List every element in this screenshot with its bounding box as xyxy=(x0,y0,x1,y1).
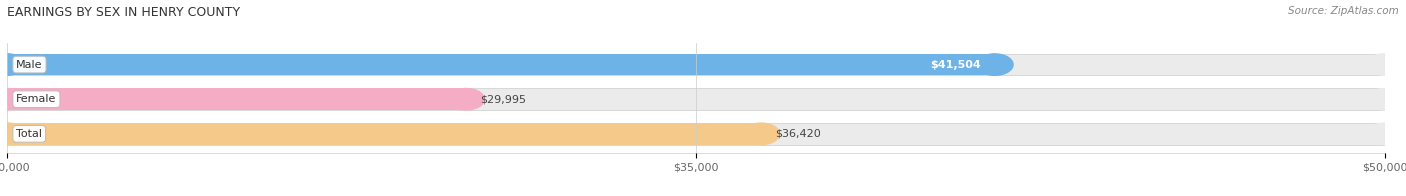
Text: $36,420: $36,420 xyxy=(775,129,821,139)
Ellipse shape xyxy=(976,54,1014,75)
Ellipse shape xyxy=(447,88,485,110)
Bar xyxy=(7,88,467,110)
Text: EARNINGS BY SEX IN HENRY COUNTY: EARNINGS BY SEX IN HENRY COUNTY xyxy=(7,6,240,19)
Ellipse shape xyxy=(1367,88,1403,110)
Ellipse shape xyxy=(0,88,25,110)
Text: Total: Total xyxy=(17,129,42,139)
Bar xyxy=(7,88,1385,110)
Ellipse shape xyxy=(742,123,779,145)
Text: Male: Male xyxy=(17,60,42,70)
Text: Female: Female xyxy=(17,94,56,104)
Ellipse shape xyxy=(1367,54,1403,75)
Bar xyxy=(7,54,994,75)
Text: Source: ZipAtlas.com: Source: ZipAtlas.com xyxy=(1288,6,1399,16)
Ellipse shape xyxy=(1367,123,1403,145)
Ellipse shape xyxy=(0,54,25,75)
Text: $29,995: $29,995 xyxy=(479,94,526,104)
Bar xyxy=(7,54,1385,75)
Ellipse shape xyxy=(0,123,25,145)
Bar xyxy=(7,123,1385,145)
Ellipse shape xyxy=(0,88,25,110)
Bar xyxy=(7,123,761,145)
Text: $41,504: $41,504 xyxy=(931,60,981,70)
Ellipse shape xyxy=(0,123,25,145)
Ellipse shape xyxy=(0,54,25,75)
